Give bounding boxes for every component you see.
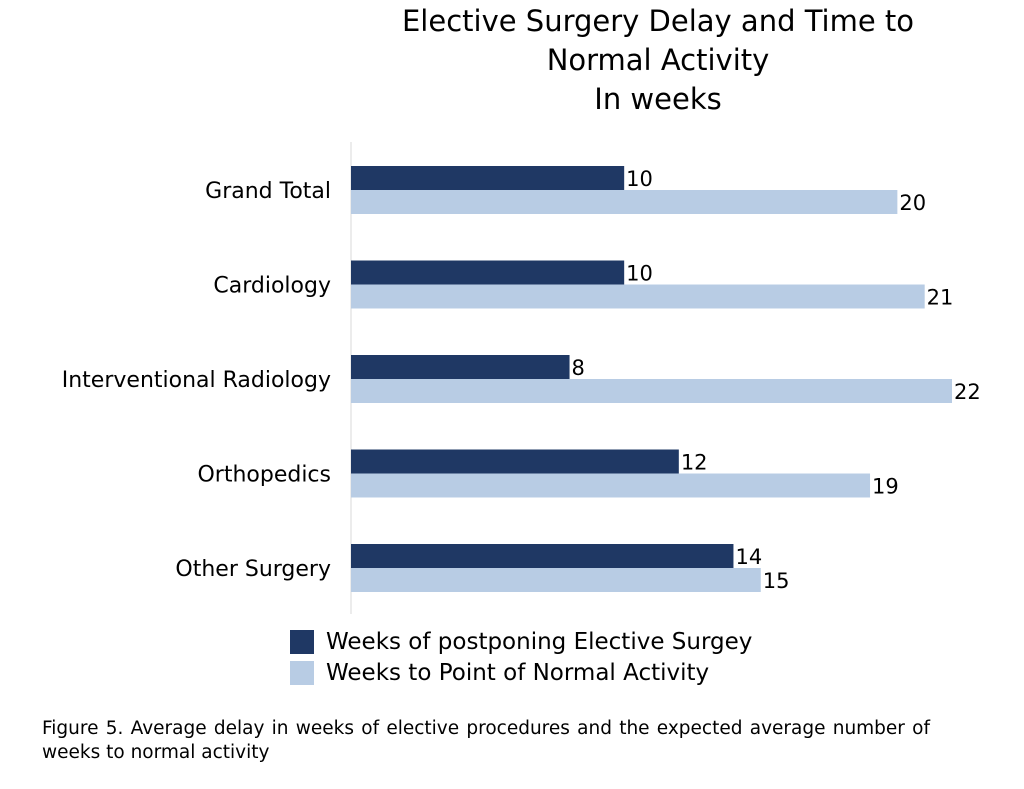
data-label: 10 bbox=[626, 262, 653, 286]
category-label: Other Surgery bbox=[175, 557, 331, 582]
category-label: Interventional Radiology bbox=[62, 368, 331, 393]
legend-swatch bbox=[290, 660, 314, 685]
chart-title-line: Elective Surgery Delay and Time to bbox=[401, 4, 915, 38]
data-label: 22 bbox=[954, 380, 981, 404]
data-label: 20 bbox=[899, 191, 926, 215]
category-label: Orthopedics bbox=[197, 463, 331, 488]
legend-item: Weeks of postponing Elective Surgey bbox=[290, 626, 752, 657]
figure-caption: Figure 5. Average delay in weeks of elec… bbox=[42, 718, 930, 763]
chart-title: Elective Surgery Delay and Time to Norma… bbox=[330, 2, 986, 119]
data-label: 15 bbox=[763, 569, 790, 593]
data-label: 19 bbox=[872, 475, 899, 499]
legend-label: Weeks to Point of Normal Activity bbox=[326, 659, 710, 686]
data-label: 14 bbox=[735, 545, 762, 569]
bar bbox=[351, 473, 871, 498]
bar bbox=[351, 544, 734, 568]
bar bbox=[351, 190, 898, 214]
bar bbox=[351, 355, 570, 379]
chart-title-line: In weeks bbox=[594, 82, 722, 116]
bar bbox=[351, 260, 625, 285]
legend-swatch bbox=[290, 629, 314, 654]
data-label: 21 bbox=[927, 286, 954, 310]
data-label: 8 bbox=[572, 356, 585, 380]
bar bbox=[351, 568, 761, 592]
bar bbox=[351, 284, 925, 309]
data-label: 10 bbox=[626, 167, 653, 191]
legend: Weeks of postponing Elective Surgey Week… bbox=[290, 626, 752, 688]
data-label: 12 bbox=[681, 451, 708, 475]
bar bbox=[351, 379, 952, 403]
bar bbox=[351, 166, 625, 190]
legend-item: Weeks to Point of Normal Activity bbox=[290, 657, 752, 688]
bar bbox=[351, 449, 679, 474]
category-label: Cardiology bbox=[213, 274, 331, 299]
legend-label: Weeks of postponing Elective Surgey bbox=[326, 628, 753, 655]
chart-title-line: Normal Activity bbox=[546, 43, 770, 77]
category-label: Grand Total bbox=[205, 179, 331, 204]
